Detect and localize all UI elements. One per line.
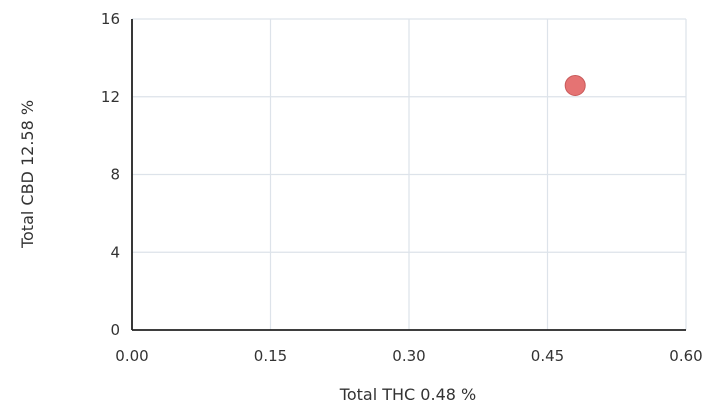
data-points <box>564 74 586 96</box>
y-tick-label: 0 <box>110 321 120 339</box>
grid <box>132 18 687 330</box>
x-tick-label: 0.60 <box>669 347 702 365</box>
x-tick-label: 0.15 <box>254 347 287 365</box>
x-tick-label: 0.30 <box>392 347 425 365</box>
y-tick-label: 16 <box>101 10 120 28</box>
x-tick-label: 0.45 <box>531 347 564 365</box>
axes <box>131 19 686 331</box>
y-tick-label: 4 <box>110 243 120 261</box>
tick-labels: 0.00 0.15 0.30 0.45 0.60 0 4 8 12 16 <box>101 10 703 365</box>
y-tick-label: 8 <box>110 166 120 184</box>
x-axis-label: Total THC 0.48 % <box>339 385 476 404</box>
x-tick-label: 0.00 <box>115 347 148 365</box>
y-tick-label: 12 <box>101 88 120 106</box>
y-axis-label: Total CBD 12.58 % <box>18 100 37 249</box>
data-point <box>564 74 586 96</box>
